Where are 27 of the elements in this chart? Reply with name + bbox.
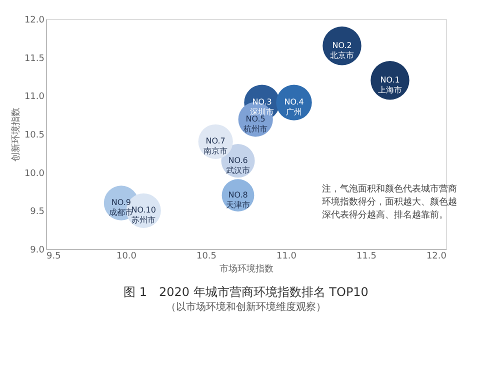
annotation: NO.9 成都市	[109, 198, 134, 217]
text: （以市场环境和创新环境维度观察）	[166, 301, 326, 313]
x-tick-label: 10.5	[196, 252, 217, 262]
annotation: NO.10 苏州市	[131, 206, 156, 225]
annotation: NO.5 杭州市	[242, 114, 268, 134]
y-tick-label: 9.0	[30, 246, 45, 256]
annotation: NO.8 天津市	[226, 190, 250, 210]
y-tick-label: 11.0	[24, 92, 45, 102]
x-tick-label: 11.5	[356, 252, 377, 262]
y-tick-label: 11.5	[24, 54, 44, 64]
annotation: NO.2 北京市	[330, 40, 354, 60]
y-tick-label: 12.0	[24, 16, 45, 26]
text: 图 1 2020 年城市营商环境指数排名 TOP10	[124, 285, 368, 299]
x-tick-label: 12.0	[426, 252, 447, 262]
annotation: NO.6 武汉市	[226, 156, 250, 175]
annotation: NO.4 广州	[284, 98, 304, 117]
y-axis-title: 创新环境指数	[10, 108, 22, 162]
y-tick-label: 9.5	[30, 207, 44, 218]
annotation: NO.7 南京市	[204, 136, 228, 156]
annotation: 注，气泡面积和颜色代表城市营商环境指数得分，面积越大、颜色越深代表得分越高、排名越靠前。	[322, 184, 457, 221]
y-tick-label: 10.0	[24, 168, 45, 179]
x-tick-label: 9.5	[46, 252, 61, 262]
x-axis-title: 市场环境指数	[220, 264, 274, 274]
x-tick-label: 10.0	[116, 252, 137, 262]
annotation: NO.1 上海市	[378, 75, 402, 94]
y-tick-label: 10.5	[24, 130, 44, 140]
x-tick-label: 11.0	[276, 252, 297, 262]
